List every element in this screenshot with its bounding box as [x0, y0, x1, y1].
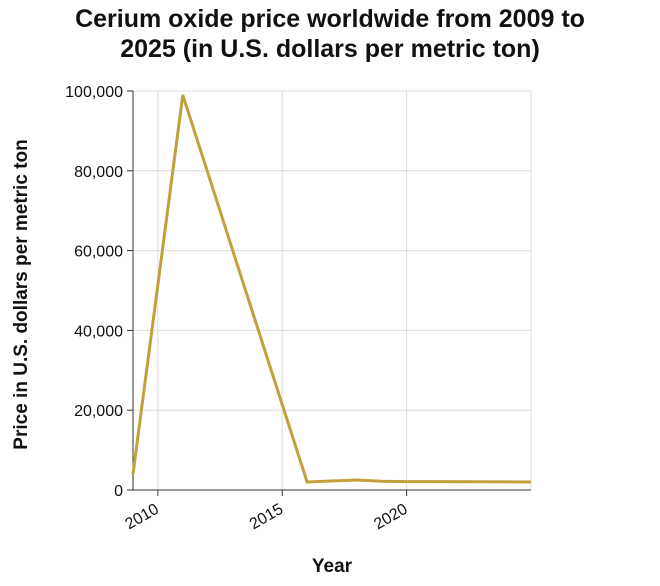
y-tick-label: 80,000	[74, 164, 123, 181]
tick-labels: 0 20,000 40,000 60,000 80,000 100,000 2010 2015…	[65, 84, 411, 533]
y-tick-label: 40,000	[74, 323, 123, 340]
axes	[127, 90, 531, 496]
y-tick-label: 60,000	[74, 244, 123, 261]
y-axis-title: Price in U.S. dollars per metric ton	[11, 139, 32, 449]
chart-title-line-2: 2025 (in U.S. dollars per metric ton)	[120, 35, 540, 63]
chart-title: Cerium oxide price worldwide from 2009 t…	[0, 4, 660, 64]
chart-title-line-1: Cerium oxide price worldwide from 2009 t…	[75, 5, 585, 33]
y-tick-label: 0	[114, 483, 123, 500]
grid	[133, 90, 532, 491]
y-tick-label: 100,000	[65, 84, 123, 101]
x-tick-label: 2015	[247, 501, 286, 534]
series-layer	[131, 94, 532, 484]
x-tick-label: 2020	[371, 501, 410, 534]
series-line	[131, 94, 532, 484]
y-tick-label: 20,000	[74, 403, 123, 420]
x-axis-title: Year	[312, 556, 353, 577]
x-tick-label: 2010	[123, 501, 162, 534]
